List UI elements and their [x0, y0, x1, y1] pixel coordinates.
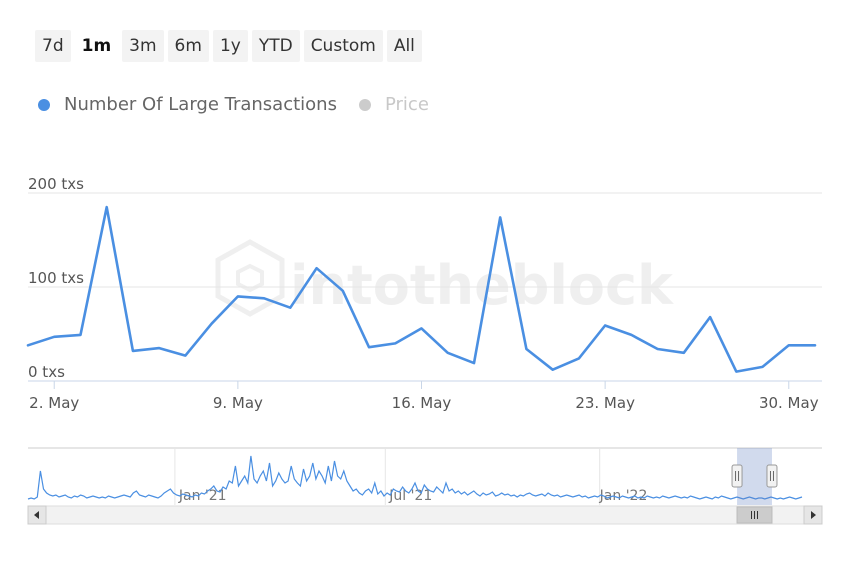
intotheblock-watermark: intotheblock	[215, 239, 674, 317]
x-tick-label: 9. May	[213, 394, 263, 412]
legend-dot-icon	[358, 98, 371, 111]
legend-label: Number Of Large Transactions	[64, 94, 337, 115]
x-tick-label: 30. May	[759, 394, 819, 412]
navigator-handle[interactable]	[731, 464, 743, 488]
range-button-3m[interactable]: 3m	[122, 30, 164, 62]
scrollbar-track	[27, 505, 823, 525]
range-button-custom[interactable]: Custom	[303, 30, 383, 62]
range-button-ytd[interactable]: YTD	[251, 30, 300, 62]
range-button-1y[interactable]: 1y	[212, 30, 248, 62]
watermark-text: intotheblock	[290, 254, 674, 317]
range-selector: 7d 1m 3m 6m 1y YTD Custom All	[35, 30, 422, 62]
chart-legend: Number Of Large Transactions Price	[38, 94, 429, 115]
series-line	[26, 205, 817, 373]
range-button-7d[interactable]: 7d	[35, 30, 71, 62]
legend-label: Price	[384, 94, 429, 115]
navigator-label: Jan '21	[178, 488, 227, 504]
legend-item-price[interactable]: Price	[358, 94, 429, 115]
x-tick-label: 2. May	[29, 394, 79, 412]
range-button-6m[interactable]: 6m	[167, 30, 209, 62]
arrow-right-icon	[811, 511, 816, 519]
y-tick-label: 0 txs	[28, 363, 65, 381]
navigator-series-line	[27, 455, 803, 500]
watermark-logo-icon	[215, 239, 285, 317]
range-button-all[interactable]: All	[386, 30, 422, 62]
legend-item-large-transactions[interactable]: Number Of Large Transactions	[38, 94, 337, 115]
arrow-left-icon	[34, 511, 39, 519]
navigator-handle[interactable]	[766, 464, 778, 488]
x-tick-label: 16. May	[392, 394, 452, 412]
y-tick-label: 200 txs	[28, 175, 84, 193]
range-button-1m[interactable]: 1m	[74, 30, 119, 62]
legend-dot-icon	[38, 98, 50, 111]
x-tick-label: 23. May	[575, 394, 635, 412]
y-tick-label: 100 txs	[28, 269, 84, 287]
navigator-selection	[737, 448, 772, 505]
